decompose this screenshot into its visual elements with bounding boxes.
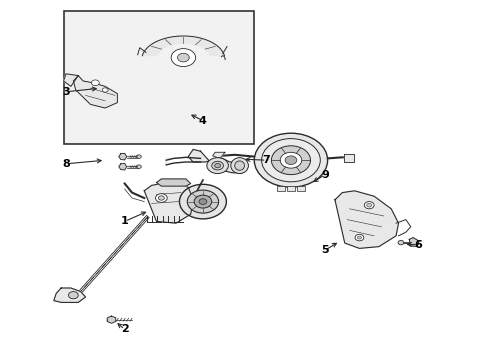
Polygon shape: [334, 191, 398, 248]
Polygon shape: [119, 153, 126, 160]
Ellipse shape: [234, 161, 244, 170]
Polygon shape: [119, 163, 126, 170]
Bar: [277, 186, 285, 191]
Circle shape: [68, 292, 78, 299]
Circle shape: [261, 139, 320, 182]
Polygon shape: [126, 156, 138, 158]
Circle shape: [254, 133, 327, 187]
Polygon shape: [126, 166, 138, 168]
Text: 9: 9: [321, 170, 328, 180]
Circle shape: [211, 161, 223, 170]
Bar: [63, 11, 254, 144]
Polygon shape: [73, 76, 117, 108]
Bar: [286, 186, 294, 191]
Circle shape: [271, 146, 310, 175]
Text: 8: 8: [62, 159, 70, 169]
Circle shape: [357, 236, 361, 239]
Text: 4: 4: [199, 116, 206, 126]
Polygon shape: [408, 238, 418, 247]
Polygon shape: [144, 182, 193, 223]
Text: 5: 5: [321, 245, 328, 255]
Circle shape: [102, 88, 108, 92]
Polygon shape: [188, 149, 246, 173]
Circle shape: [285, 156, 296, 165]
Circle shape: [155, 194, 167, 202]
Text: 1: 1: [121, 216, 128, 226]
Polygon shape: [156, 179, 190, 186]
Polygon shape: [142, 36, 224, 56]
Polygon shape: [54, 288, 85, 302]
Circle shape: [136, 155, 141, 158]
Text: 7: 7: [262, 155, 270, 165]
Circle shape: [354, 234, 363, 241]
Circle shape: [158, 196, 164, 200]
Polygon shape: [63, 74, 78, 86]
Circle shape: [366, 203, 371, 207]
Circle shape: [136, 165, 141, 168]
Circle shape: [364, 202, 373, 209]
Circle shape: [194, 195, 211, 208]
Circle shape: [199, 199, 206, 204]
Bar: [296, 186, 304, 191]
Circle shape: [179, 184, 226, 219]
Ellipse shape: [230, 158, 248, 174]
Circle shape: [280, 152, 301, 168]
Circle shape: [171, 49, 195, 67]
Polygon shape: [212, 152, 224, 158]
Circle shape: [397, 240, 403, 245]
Circle shape: [187, 190, 218, 213]
Circle shape: [177, 53, 189, 62]
Polygon shape: [343, 154, 353, 162]
Circle shape: [91, 80, 99, 86]
Circle shape: [206, 158, 228, 174]
Circle shape: [214, 163, 220, 168]
Text: 6: 6: [413, 240, 421, 250]
Polygon shape: [107, 316, 116, 323]
Text: 2: 2: [121, 324, 128, 334]
Polygon shape: [166, 157, 200, 165]
Text: 3: 3: [62, 87, 70, 97]
